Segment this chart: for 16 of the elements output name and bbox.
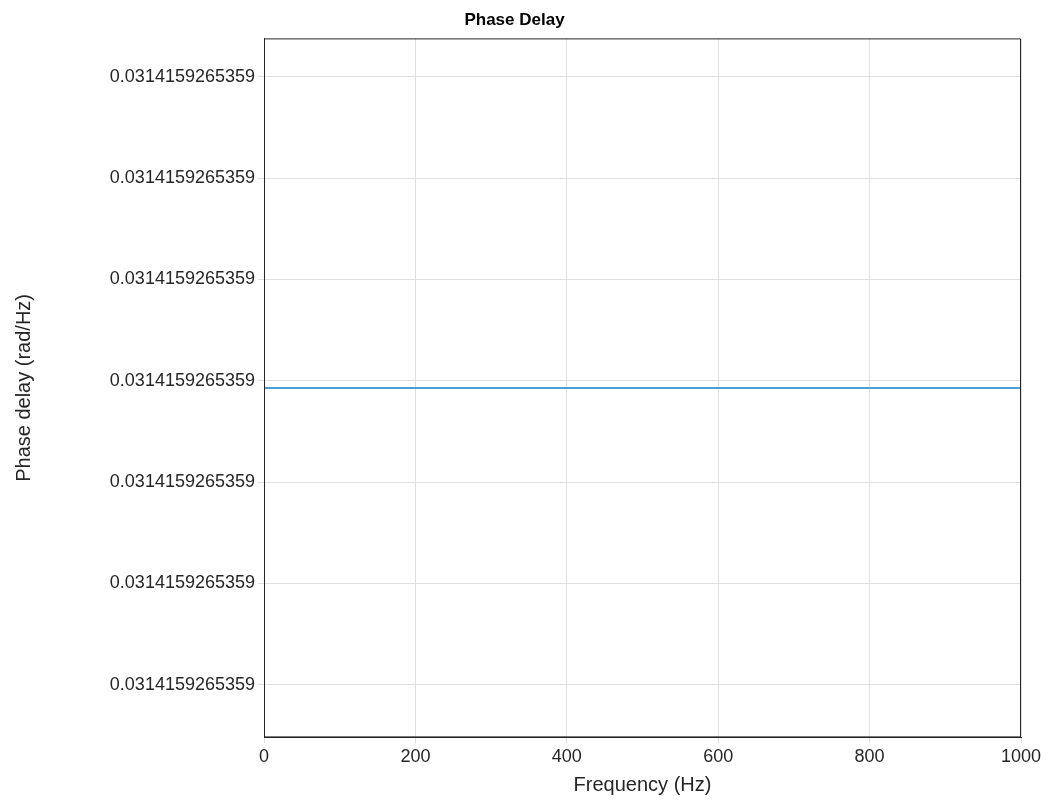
x-tick-label: 600	[703, 746, 734, 767]
y-axis-title: Phase delay (rad/Hz)	[11, 293, 34, 482]
y-tick-label: 0.0314159265359	[109, 65, 255, 86]
x-axis-title: Frequency (Hz)	[573, 772, 712, 795]
y-tick-label: 0.0314159265359	[109, 369, 255, 390]
chart-title: Phase Delay	[464, 9, 566, 29]
y-tick-label: 0.0314159265359	[109, 167, 255, 188]
x-tick-label: 1000	[1000, 746, 1042, 767]
x-tick-label: 0	[258, 746, 270, 767]
y-tick-label: 0.0314159265359	[109, 268, 255, 289]
y-tick-label: 0.0314159265359	[109, 673, 255, 694]
x-tick-label: 800	[854, 746, 885, 767]
x-tick-label: 400	[551, 746, 582, 767]
y-tick-label: 0.0314159265359	[109, 572, 255, 593]
x-tick-label: 200	[400, 746, 431, 767]
y-tick-label: 0.0314159265359	[109, 471, 255, 492]
